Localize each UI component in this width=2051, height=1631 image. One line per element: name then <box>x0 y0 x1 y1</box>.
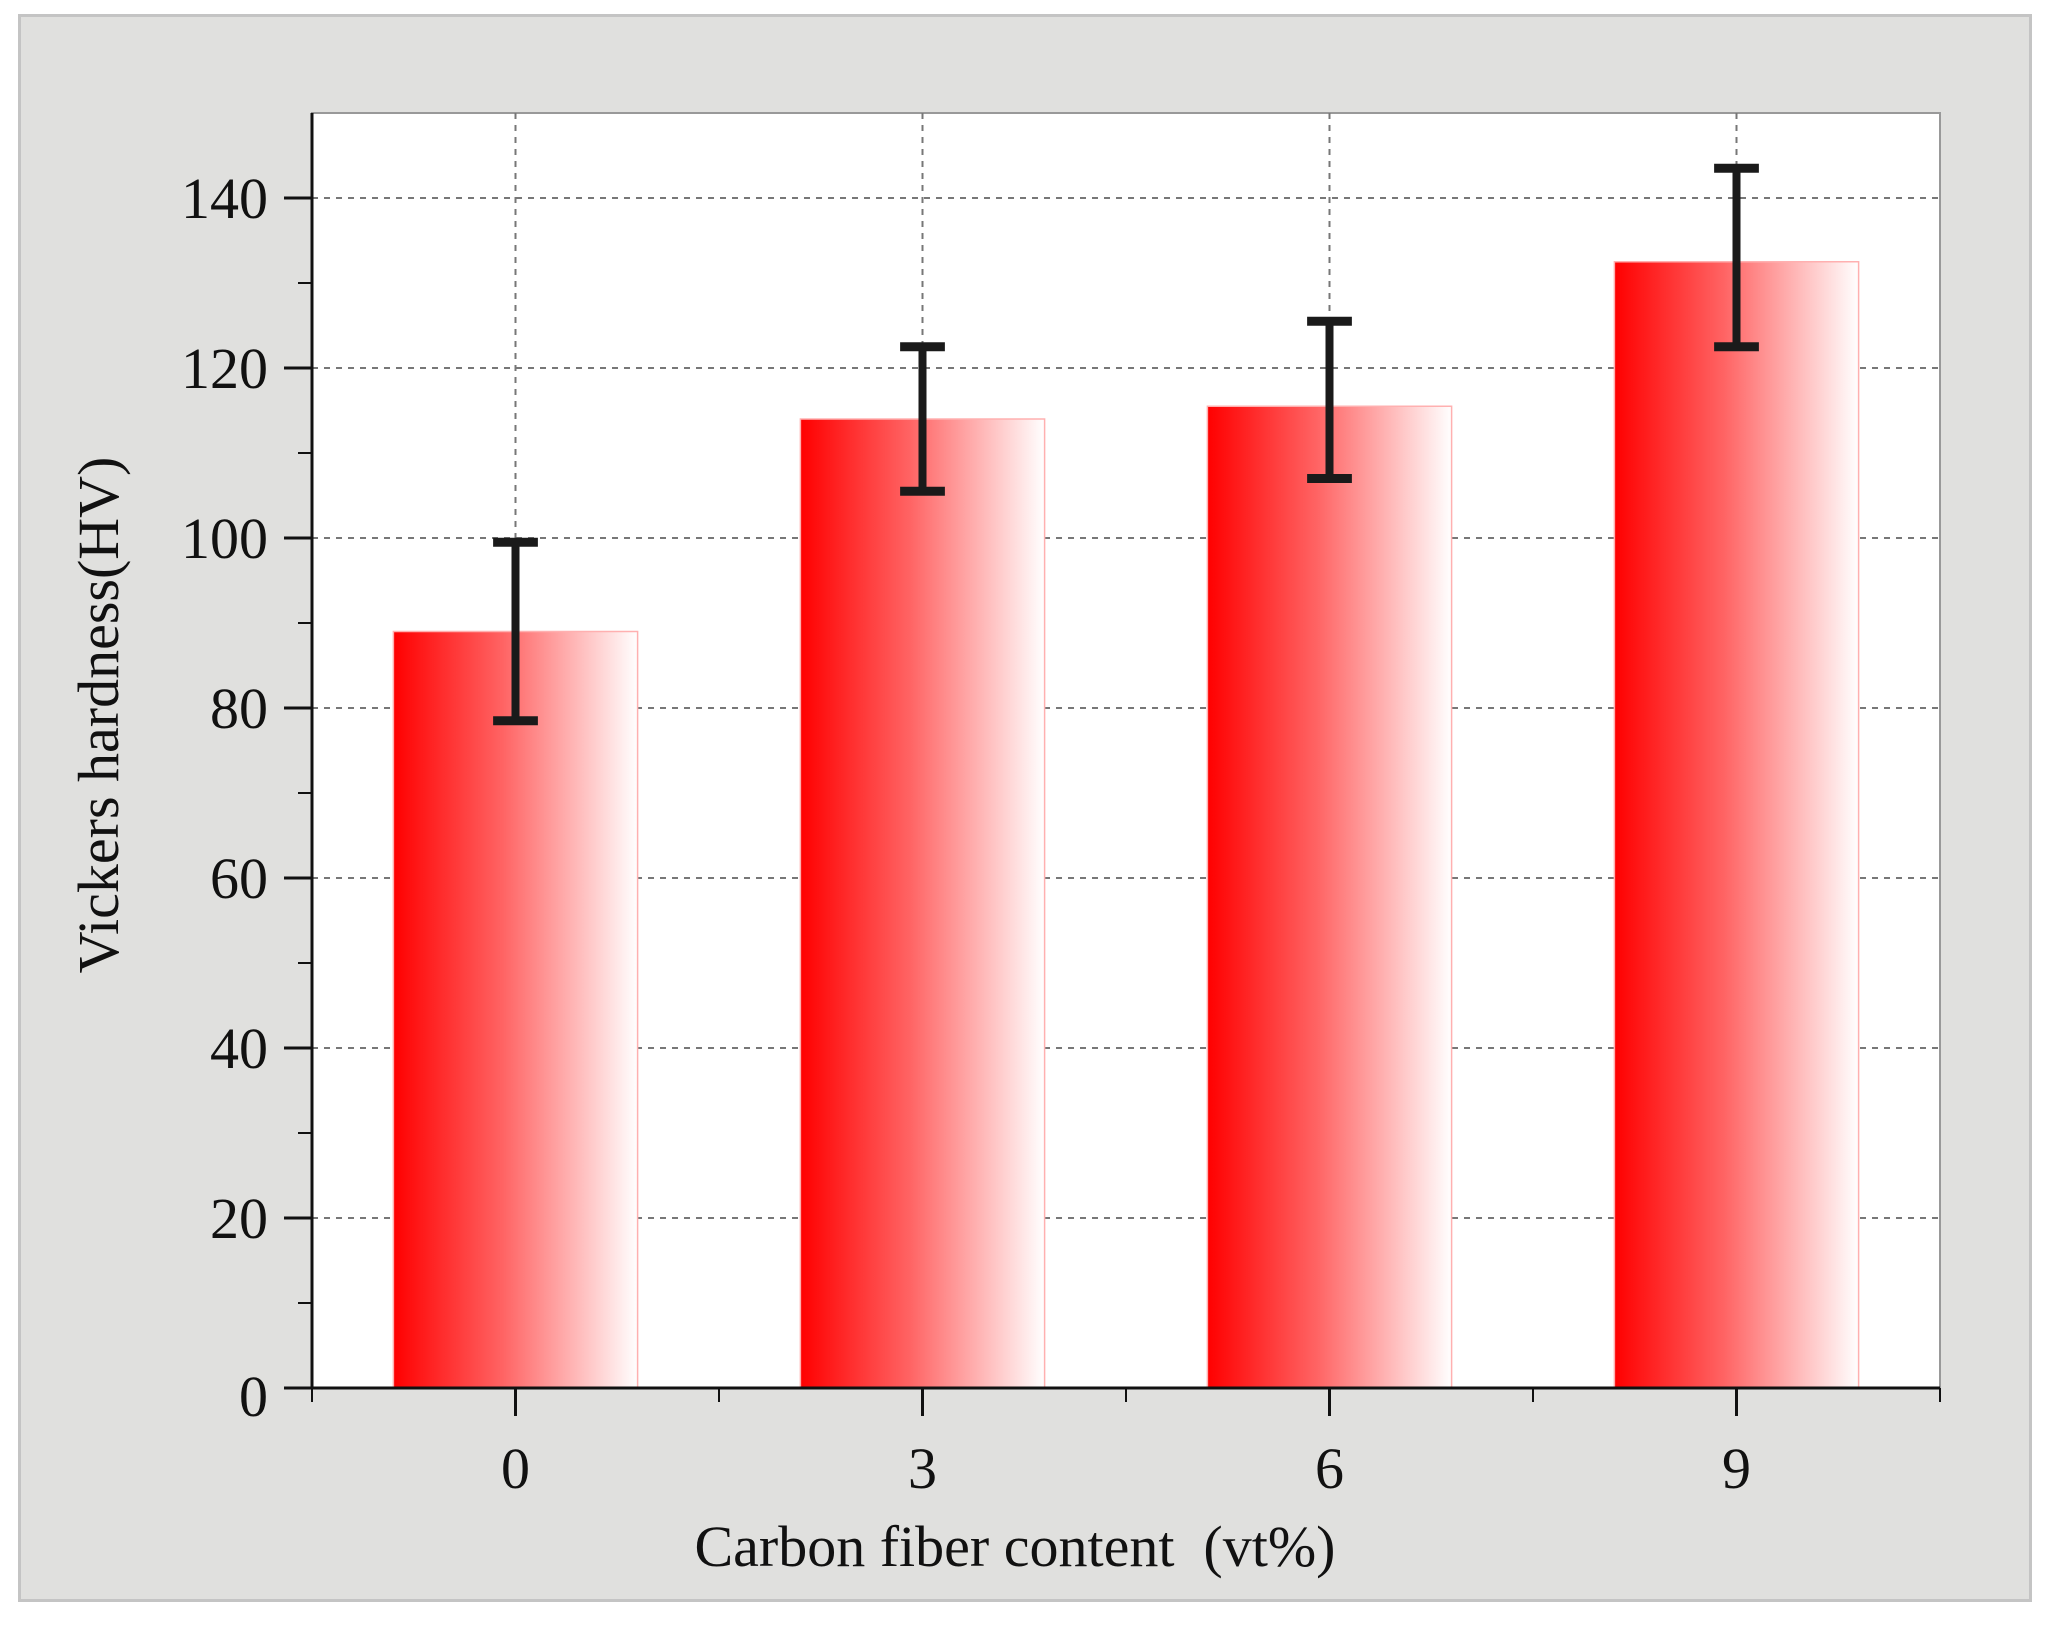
y-tick-label-40: 40 <box>210 1016 268 1081</box>
y-tick-label-140: 140 <box>181 166 268 231</box>
x-ticks: 0 3 6 9 <box>311 1388 1941 1501</box>
error-bar-0 <box>493 537 538 726</box>
x-tick-label-0: 0 <box>501 1436 530 1501</box>
bars <box>392 261 1860 1389</box>
y-tick-label-20: 20 <box>210 1186 268 1251</box>
error-bar-3 <box>900 342 945 496</box>
y-ticks: 0 20 40 60 80 100 120 140 <box>181 166 312 1429</box>
y-axis-title: Vickers hardness(HV) <box>66 457 131 974</box>
error-bar-9 <box>1714 163 1759 352</box>
x-tick-label-3: 3 <box>908 1436 937 1501</box>
bar-9 <box>1613 261 1860 1389</box>
y-tick-label-0: 0 <box>239 1364 268 1429</box>
x-tick-label-6: 6 <box>1315 1436 1344 1501</box>
error-bars <box>493 163 1759 726</box>
error-bar-6 <box>1307 316 1352 483</box>
bar-3 <box>799 418 1046 1389</box>
y-tick-label-60: 60 <box>210 846 268 911</box>
y-tick-label-100: 100 <box>181 506 268 571</box>
bar-0 <box>392 630 639 1389</box>
y-tick-label-120: 120 <box>181 336 268 401</box>
x-tick-label-9: 9 <box>1722 1436 1751 1501</box>
x-axis-title: Carbon fiber content (vt%) <box>694 1514 1335 1579</box>
bar-6 <box>1206 405 1453 1389</box>
y-tick-label-80: 80 <box>210 676 268 741</box>
